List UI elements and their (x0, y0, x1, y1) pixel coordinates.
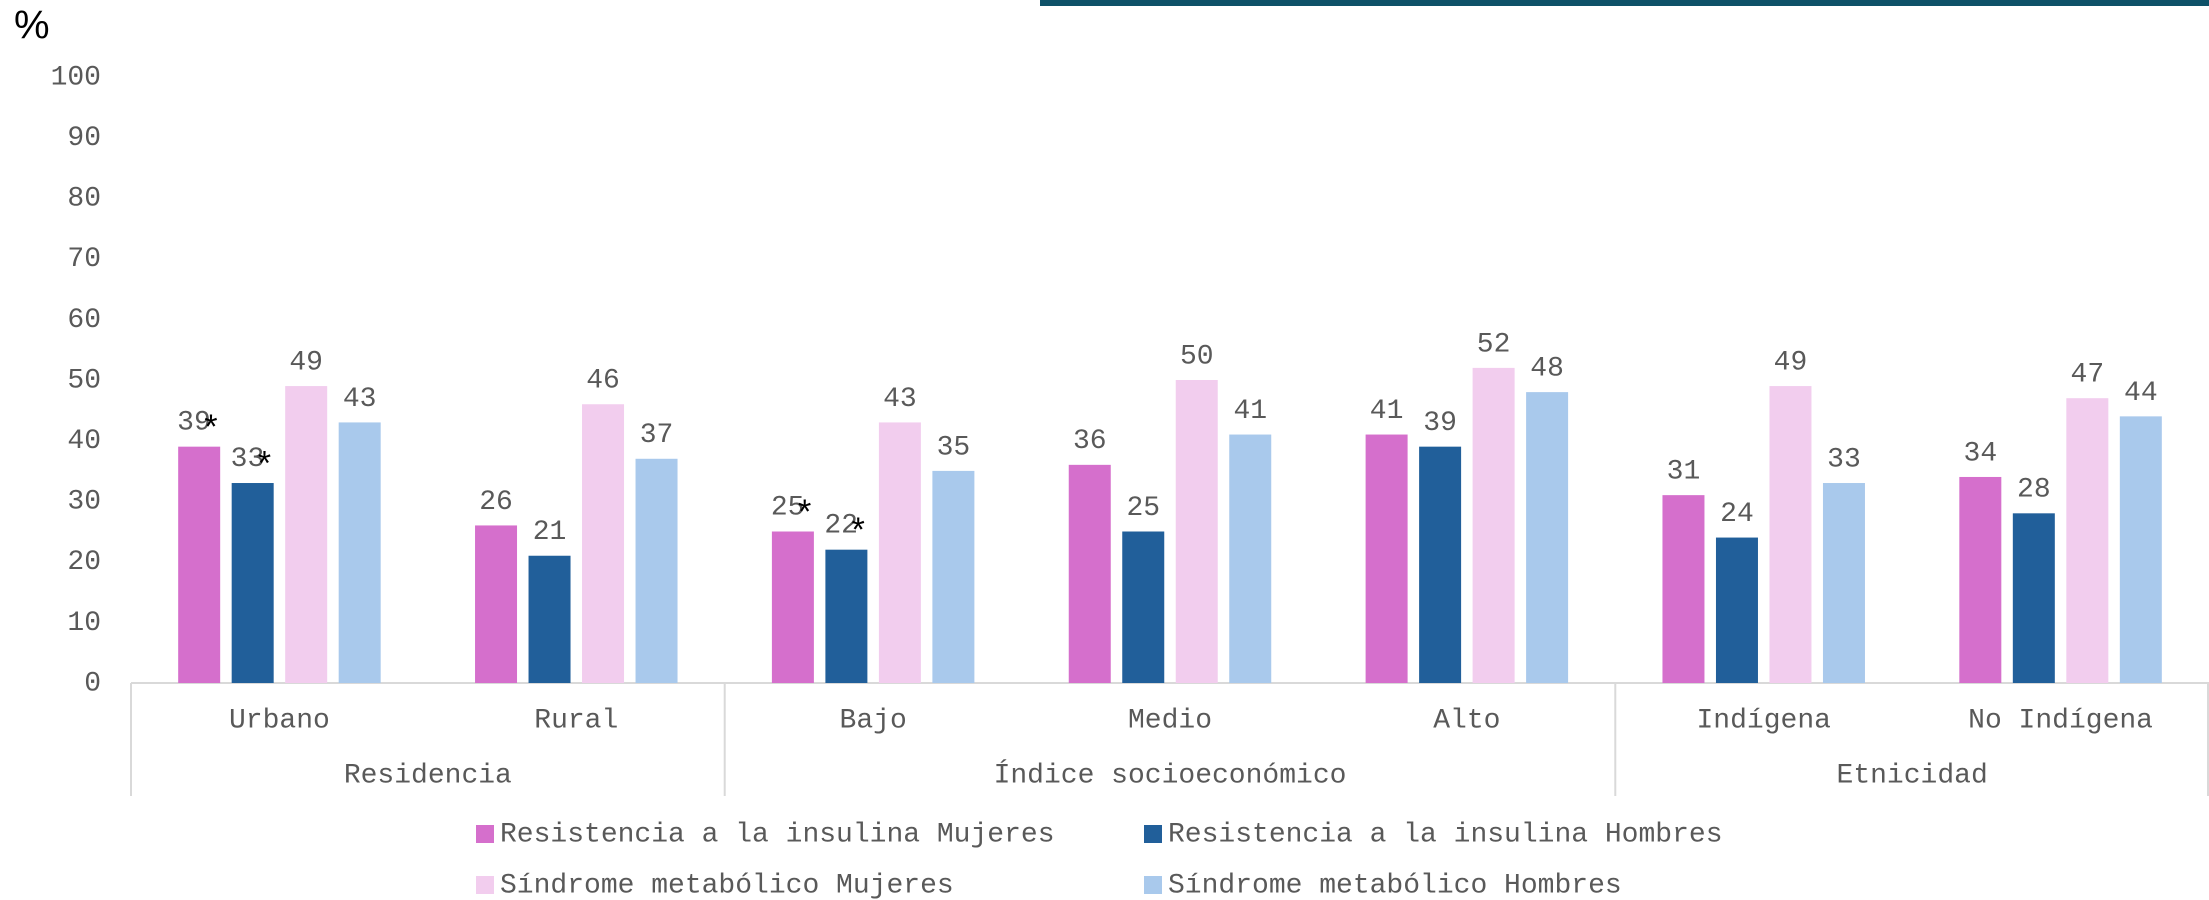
legend-swatch (1144, 876, 1162, 894)
y-tick-label: 20 (67, 547, 101, 578)
value-label: 39* (177, 408, 221, 451)
legend-swatch (1144, 825, 1162, 843)
value-label: 50 (1180, 341, 1214, 372)
y-tick-label: 80 (67, 184, 101, 215)
y-tick-label: 50 (67, 365, 101, 396)
bar (231, 483, 274, 683)
bar (178, 446, 221, 683)
bar (1068, 464, 1111, 683)
group-label: Índice socioeconómico (994, 759, 1347, 791)
bar (878, 422, 921, 683)
y-tick-label: 100 (51, 62, 101, 93)
bar (1715, 537, 1758, 683)
value-label: 25 (1126, 493, 1160, 524)
bar (582, 404, 625, 683)
value-label: 39 (1423, 408, 1457, 439)
bar (1472, 367, 1515, 683)
value-label: 44 (2124, 378, 2158, 409)
bar (932, 470, 975, 683)
value-label: 33 (1827, 444, 1861, 475)
bar (1769, 386, 1812, 683)
value-label: 35 (937, 432, 971, 463)
y-tick-label: 30 (67, 487, 101, 518)
y-tick-label: 40 (67, 426, 101, 457)
legend-swatch (476, 825, 494, 843)
value-label: 49 (1774, 347, 1808, 378)
value-label: 31 (1667, 457, 1701, 488)
legend-label: Síndrome metabólico Hombres (1168, 870, 1622, 900)
value-label: 34 (1964, 438, 1998, 469)
legend-label: Resistencia a la insulina Hombres (1168, 819, 1723, 850)
bar (825, 549, 868, 683)
value-label: 21 (533, 517, 567, 548)
y-tick-label: 0 (84, 668, 101, 699)
value-label: 26 (479, 487, 513, 518)
bar (1175, 380, 1218, 683)
value-label: 43 (883, 384, 917, 415)
bar (1526, 392, 1569, 683)
value-label: 52 (1477, 329, 1511, 360)
value-label: 36 (1073, 426, 1107, 457)
bar (1122, 531, 1165, 683)
x-tick-label: Alto (1433, 705, 1500, 736)
y-tick-label: 10 (67, 608, 101, 639)
value-label: 46 (586, 366, 620, 397)
bar (1662, 495, 1705, 683)
y-tick-label: 70 (67, 244, 101, 275)
bar (285, 386, 328, 683)
x-tick-label: Urbano (229, 705, 330, 736)
value-label: 25* (771, 493, 815, 536)
bar (771, 531, 814, 683)
bar (528, 555, 571, 683)
value-label: 49 (289, 347, 323, 378)
bar (1365, 434, 1408, 683)
x-tick-label: Rural (534, 705, 618, 736)
value-label: 24 (1720, 499, 1754, 530)
y-tick-label: 90 (67, 123, 101, 154)
bar (2066, 398, 2109, 683)
bar (1959, 476, 2002, 683)
bar (338, 422, 381, 683)
legend-label: Resistencia a la insulina Mujeres (500, 819, 1055, 850)
x-tick-label: Bajo (840, 705, 907, 736)
bar (1229, 434, 1272, 683)
bar (1419, 446, 1462, 683)
bar (475, 525, 518, 683)
value-label: 43 (343, 384, 377, 415)
y-tick-label: 60 (67, 305, 101, 336)
x-tick-label: Indígena (1697, 705, 1831, 736)
legend-label: Síndrome metabólico Mujeres (500, 870, 954, 900)
value-label: 41 (1370, 396, 1404, 427)
value-label: 28 (2017, 475, 2051, 506)
group-label: Residencia (344, 760, 512, 791)
x-tick-label: Medio (1128, 705, 1212, 736)
bar (635, 458, 678, 683)
value-label: 48 (1530, 354, 1564, 385)
header-bar (1040, 0, 2209, 6)
value-label: 37 (640, 420, 674, 451)
legend-swatch (476, 876, 494, 894)
value-label: 22* (824, 511, 868, 554)
x-tick-label: No Indígena (1968, 705, 2153, 736)
bar (2012, 513, 2055, 683)
bar (1822, 483, 1865, 683)
group-label: Etnicidad (1837, 760, 1988, 791)
bar (2119, 416, 2162, 683)
value-label: 41 (1233, 396, 1267, 427)
value-label: 47 (2071, 360, 2105, 391)
value-label: 33* (231, 444, 275, 487)
y-axis-label: % (14, 4, 50, 48)
